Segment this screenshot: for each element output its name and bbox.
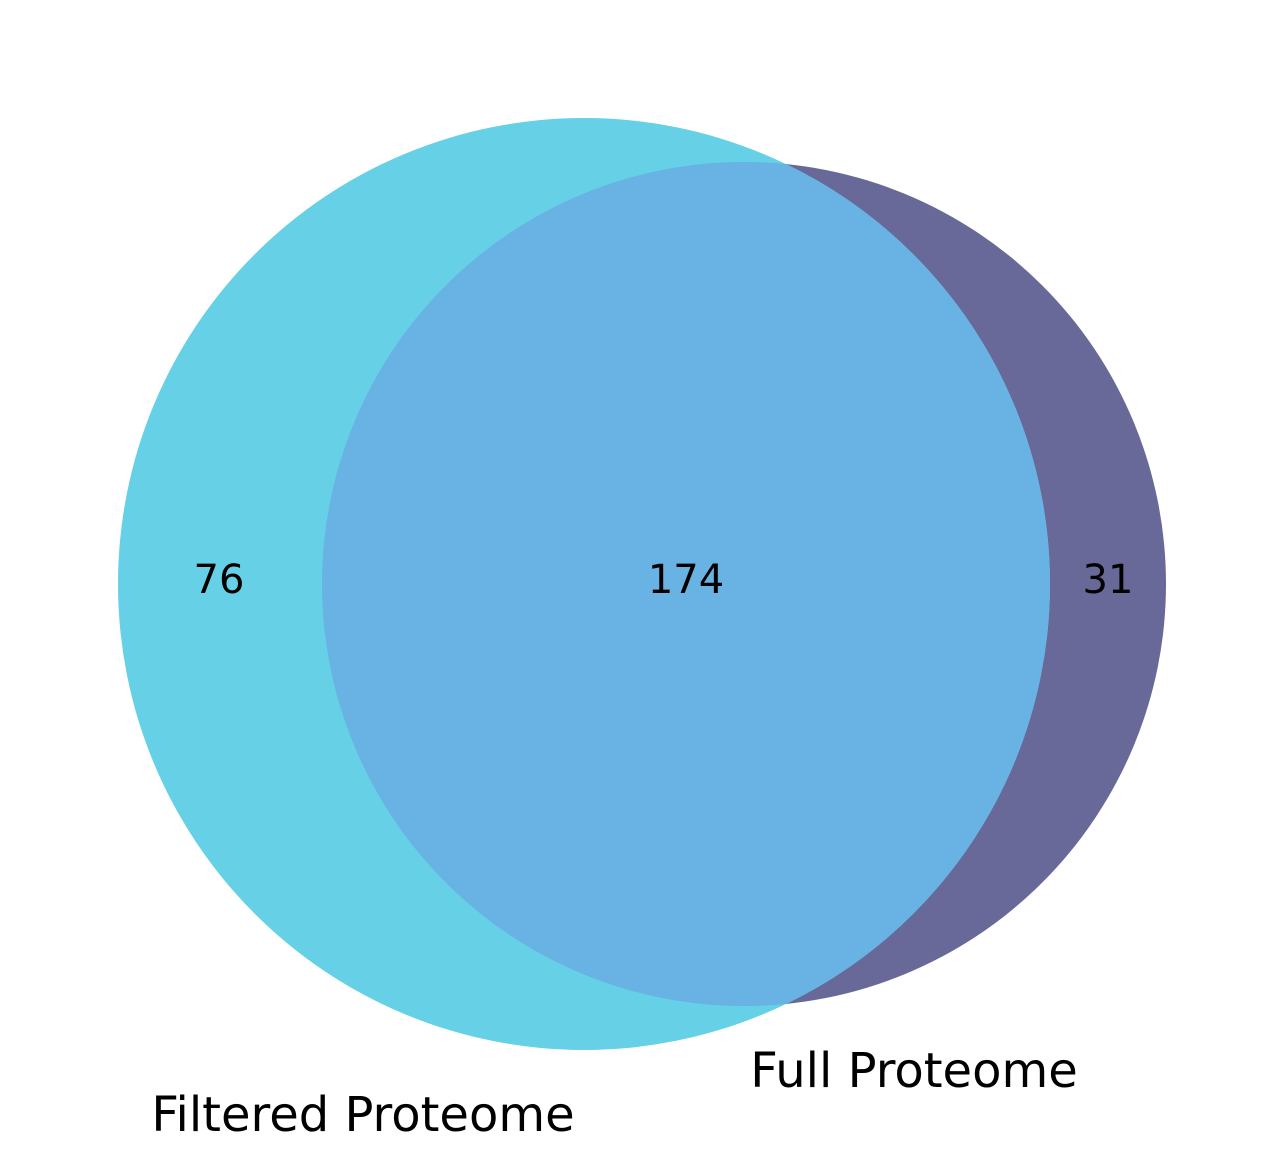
filtered-proteome-label: Filtered Proteome (151, 1087, 574, 1143)
full-only-count: 31 (1083, 557, 1134, 603)
intersection-count: 174 (648, 557, 724, 603)
filtered-only-count: 76 (194, 557, 245, 603)
full-proteome-label: Full Proteome (750, 1043, 1078, 1099)
